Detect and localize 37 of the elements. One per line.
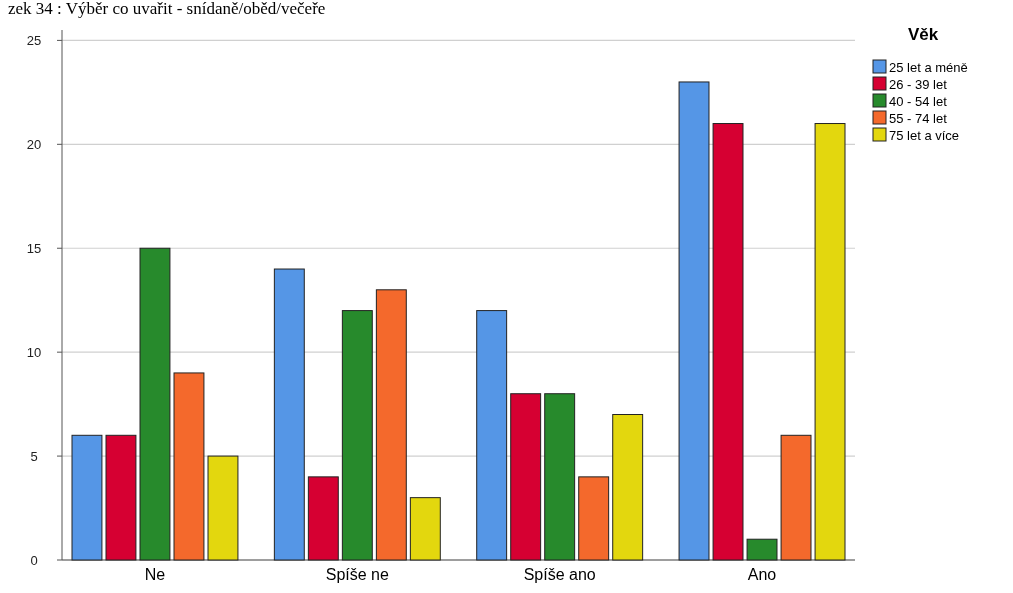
bar bbox=[814, 123, 846, 561]
bar bbox=[746, 538, 778, 561]
bar bbox=[139, 247, 171, 561]
x-tick-label: Spíše ne bbox=[325, 566, 389, 583]
x-tick-label: Spíše ano bbox=[523, 566, 596, 583]
y-tick-label: 20 bbox=[26, 136, 42, 152]
bar bbox=[207, 455, 239, 561]
x-tick-label: Ano bbox=[747, 566, 777, 583]
y-tick-label: 25 bbox=[26, 32, 42, 48]
chart-title: zek 34 : Výběr co uvařit - snídaně/oběd/večeře bbox=[8, 0, 326, 18]
y-tick-label: 0 bbox=[30, 552, 38, 568]
x-tick-label: Ne bbox=[144, 566, 166, 583]
legend-label: 40 - 54 let bbox=[889, 93, 948, 109]
bar bbox=[307, 476, 339, 561]
bar bbox=[712, 123, 744, 561]
legend-label: 26 - 39 let bbox=[889, 76, 948, 92]
bar bbox=[476, 310, 508, 561]
bar bbox=[544, 393, 576, 561]
y-tick-label: 10 bbox=[26, 344, 42, 360]
legend-label: 75 let a více bbox=[889, 127, 960, 143]
bar bbox=[173, 372, 205, 561]
bar bbox=[71, 434, 103, 561]
y-tick-label: 5 bbox=[30, 448, 38, 464]
bar bbox=[780, 434, 812, 561]
legend-label: 25 let a méně bbox=[889, 59, 968, 75]
bar bbox=[678, 81, 710, 561]
bar bbox=[510, 393, 542, 561]
bar bbox=[341, 310, 373, 561]
legend-title: Věk bbox=[907, 25, 939, 44]
bar bbox=[612, 414, 644, 561]
bar bbox=[375, 289, 407, 561]
y-tick-label: 15 bbox=[26, 240, 42, 256]
bar bbox=[409, 497, 441, 561]
legend-label: 55 - 74 let bbox=[889, 110, 948, 126]
bar bbox=[578, 476, 610, 561]
bar bbox=[273, 268, 305, 561]
bar bbox=[105, 434, 137, 561]
